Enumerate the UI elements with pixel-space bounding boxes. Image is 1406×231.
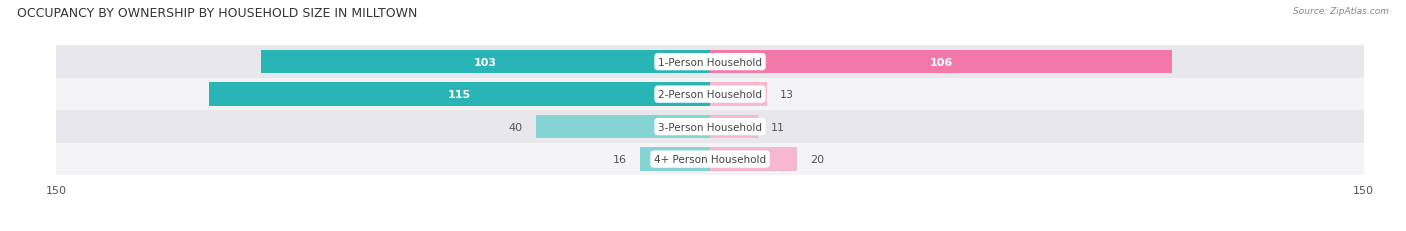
Bar bbox=[56, 111, 1364, 143]
Bar bbox=[640, 148, 710, 171]
Bar bbox=[536, 116, 710, 139]
Bar bbox=[56, 143, 1364, 176]
Text: 103: 103 bbox=[474, 57, 498, 67]
Text: 20: 20 bbox=[810, 154, 824, 164]
Text: 115: 115 bbox=[449, 90, 471, 100]
Bar bbox=[208, 83, 710, 106]
Bar bbox=[56, 46, 1364, 79]
Text: OCCUPANCY BY OWNERSHIP BY HOUSEHOLD SIZE IN MILLTOWN: OCCUPANCY BY OWNERSHIP BY HOUSEHOLD SIZE… bbox=[17, 7, 418, 20]
Bar bbox=[262, 51, 710, 74]
Text: 16: 16 bbox=[613, 154, 627, 164]
Bar bbox=[710, 83, 766, 106]
Bar bbox=[56, 79, 1364, 111]
Text: Source: ZipAtlas.com: Source: ZipAtlas.com bbox=[1294, 7, 1389, 16]
Text: 13: 13 bbox=[780, 90, 794, 100]
Text: 40: 40 bbox=[509, 122, 523, 132]
Bar bbox=[710, 116, 758, 139]
Text: 2-Person Household: 2-Person Household bbox=[658, 90, 762, 100]
Text: 106: 106 bbox=[929, 57, 953, 67]
Bar bbox=[710, 51, 1173, 74]
Text: 11: 11 bbox=[770, 122, 785, 132]
Text: 4+ Person Household: 4+ Person Household bbox=[654, 154, 766, 164]
Bar bbox=[710, 148, 797, 171]
Text: 1-Person Household: 1-Person Household bbox=[658, 57, 762, 67]
Text: 3-Person Household: 3-Person Household bbox=[658, 122, 762, 132]
